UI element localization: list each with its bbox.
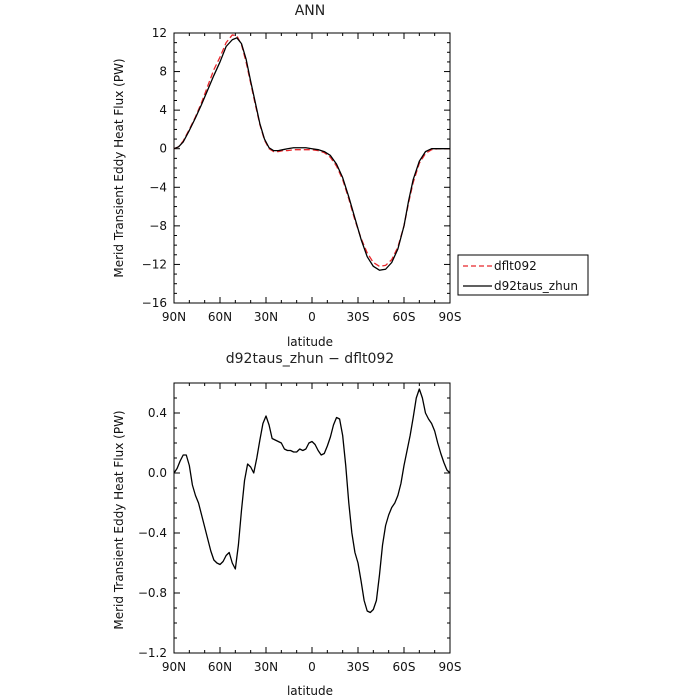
bottom-chart-title: d92taus_zhun − dflt092 [226, 351, 394, 367]
bottom-y-tick-label-0-8: −0.8 [138, 586, 167, 600]
top-x-axis-label: latitude [287, 335, 333, 349]
top-series-line-d92taus-zhun [173, 37, 450, 271]
bottom-x-tick-label-90n: 90N [162, 660, 186, 674]
top-y-tick-label-12: −12 [142, 257, 167, 271]
legend: dflt092 d92taus_zhun [457, 254, 589, 296]
bottom-x-tick-label-0: 0 [308, 660, 316, 674]
bottom-series-layer [173, 388, 451, 614]
top-y-tick-label-4: −4 [149, 180, 167, 194]
top-x-axis: 90N 60N 30N 0 30S 60S 90S [162, 33, 462, 324]
top-y-tick-label-8: −8 [149, 219, 167, 233]
bottom-x-axis-label: latitude [287, 684, 333, 698]
legend-label-d92taus-zhun: d92taus_zhun [494, 279, 578, 293]
top-x-tick-label-0: 0 [308, 310, 316, 324]
bottom-y-axis: −1.2 −0.8 −0.4 0.0 0.4 [138, 382, 450, 660]
top-y-tick-label-8: 8 [159, 65, 167, 79]
top-x-tick-label-60s: 60S [393, 310, 416, 324]
top-x-tick-label-30n: 30N [254, 310, 278, 324]
bottom-x-tick-label-90s: 90S [439, 660, 462, 674]
top-series-line-dflt092 [173, 34, 450, 268]
bottom-y-tick-label-0-4: −0.4 [138, 526, 167, 540]
bottom-y-tick-label-1-2: −1.2 [138, 646, 167, 660]
top-y-tick-label-0: 0 [159, 142, 167, 156]
bottom-x-tick-label-30s: 30S [347, 660, 370, 674]
bottom-y-tick-label-0-4: 0.4 [148, 406, 167, 420]
top-y-axis: −16 −12 −8 −4 0 4 8 12 [142, 26, 450, 310]
top-y-tick-label-16: −16 [142, 296, 167, 310]
bottom-x-axis: 90N 60N 30N 0 30S 60S 90S [162, 383, 462, 674]
legend-box [457, 254, 589, 296]
top-series-layer [173, 34, 450, 271]
top-x-tick-label-30s: 30S [347, 310, 370, 324]
bottom-plot-frame [173, 382, 451, 654]
top-x-tick-label-60n: 60N [208, 310, 232, 324]
bottom-chart-panel: d92taus_zhun − dflt092 90N 60N 30N 0 30S 60S 9… [112, 351, 461, 698]
bottom-x-tick-label-30n: 30N [254, 660, 278, 674]
bottom-y-axis-label: Merid Transient Eddy Heat Flux (PW) [112, 410, 126, 629]
top-y-tick-label-4: 4 [159, 103, 167, 117]
bottom-x-tick-label-60s: 60S [393, 660, 416, 674]
top-x-tick-label-90s: 90S [439, 310, 462, 324]
top-chart-title: ANN [295, 3, 326, 19]
top-y-tick-label-12: 12 [152, 26, 167, 40]
top-y-axis-label: Merid Transient Eddy Heat Flux (PW) [112, 58, 126, 277]
legend-label-dflt092: dflt092 [494, 259, 537, 273]
bottom-y-tick-label-0-0: 0.0 [148, 466, 167, 480]
top-chart-panel: ANN 90N 60N 30N 0 30S 60S 90S −16−12−8−404812 … [112, 3, 589, 349]
bottom-x-tick-label-60n: 60N [208, 660, 232, 674]
bottom-series-line-0 [173, 388, 451, 614]
top-x-tick-label-90n: 90N [162, 310, 186, 324]
